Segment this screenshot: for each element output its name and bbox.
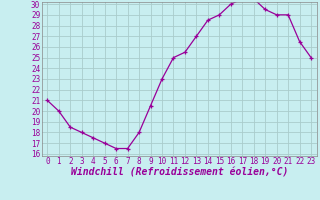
X-axis label: Windchill (Refroidissement éolien,°C): Windchill (Refroidissement éolien,°C)	[70, 168, 288, 178]
